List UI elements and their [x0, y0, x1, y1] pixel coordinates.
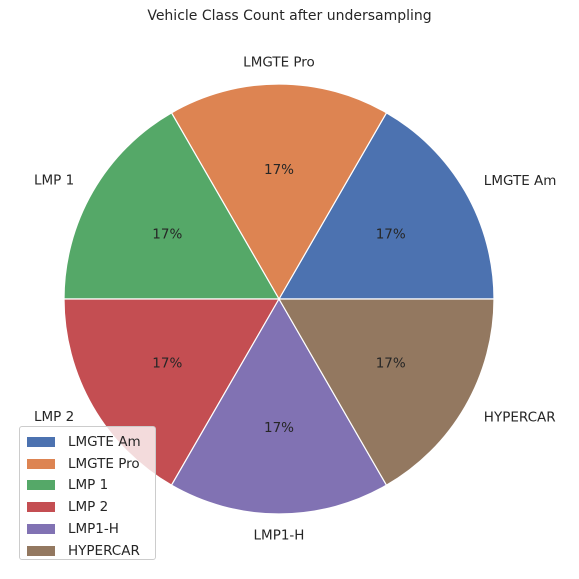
- legend-label: HYPERCAR: [68, 542, 140, 559]
- pie-slice-lmp-1: [63, 111, 281, 300]
- legend: LMGTE Am LMGTE Pro LMP 1 LMP 2 LMP1-H HY…: [19, 426, 156, 560]
- pie-slice-lmgte-am: [277, 111, 495, 300]
- slice-label: LMGTE Am: [484, 173, 557, 189]
- pie-slice-lmgte-pro: [170, 83, 388, 301]
- legend-swatch: [27, 502, 55, 513]
- percent-label: 17%: [152, 227, 182, 243]
- legend-label: LMP 2: [68, 499, 109, 516]
- percent-label: 17%: [264, 420, 294, 436]
- percent-label: 17%: [264, 162, 294, 178]
- pie-labels: LMGTE Am 17% LMGTE Pro 17% LMP 1 17% LMP 2 17% L…: [34, 55, 556, 544]
- legend-item-lmp-1: LMP 1: [27, 475, 155, 497]
- legend-label: LMGTE Am: [68, 433, 141, 450]
- chart-title: Vehicle Class Count after undersampling: [147, 8, 432, 24]
- legend-swatch: [27, 524, 55, 535]
- legend-item-lmp-2: LMP 2: [27, 496, 155, 518]
- pie-slices: [63, 83, 495, 515]
- legend-label: LMGTE Pro: [68, 455, 140, 472]
- percent-label: 17%: [152, 356, 182, 372]
- slice-label: HYPERCAR: [484, 409, 556, 425]
- legend-swatch: [27, 545, 55, 556]
- legend-item-lmp1-h: LMP1-H: [27, 518, 155, 540]
- legend-swatch: [27, 436, 55, 447]
- pie-slice-hypercar: [277, 298, 495, 487]
- slice-label: LMGTE Pro: [243, 55, 315, 71]
- legend-item-hypercar: HYPERCAR: [27, 540, 155, 562]
- legend-label: LMP1-H: [68, 521, 119, 538]
- legend-label: LMP 1: [68, 477, 109, 494]
- slice-label: LMP1-H: [254, 528, 305, 544]
- percent-label: 17%: [376, 356, 406, 372]
- legend-item-lmgte-pro: LMGTE Pro: [27, 453, 155, 475]
- legend-swatch: [27, 480, 55, 491]
- pie-slice-lmp1-h: [170, 297, 388, 515]
- legend-swatch: [27, 458, 55, 469]
- legend-item-lmgte-am: LMGTE Am: [27, 431, 155, 453]
- percent-label: 17%: [376, 227, 406, 243]
- slice-label: LMP 1: [34, 173, 74, 189]
- slice-label: LMP 2: [34, 409, 74, 425]
